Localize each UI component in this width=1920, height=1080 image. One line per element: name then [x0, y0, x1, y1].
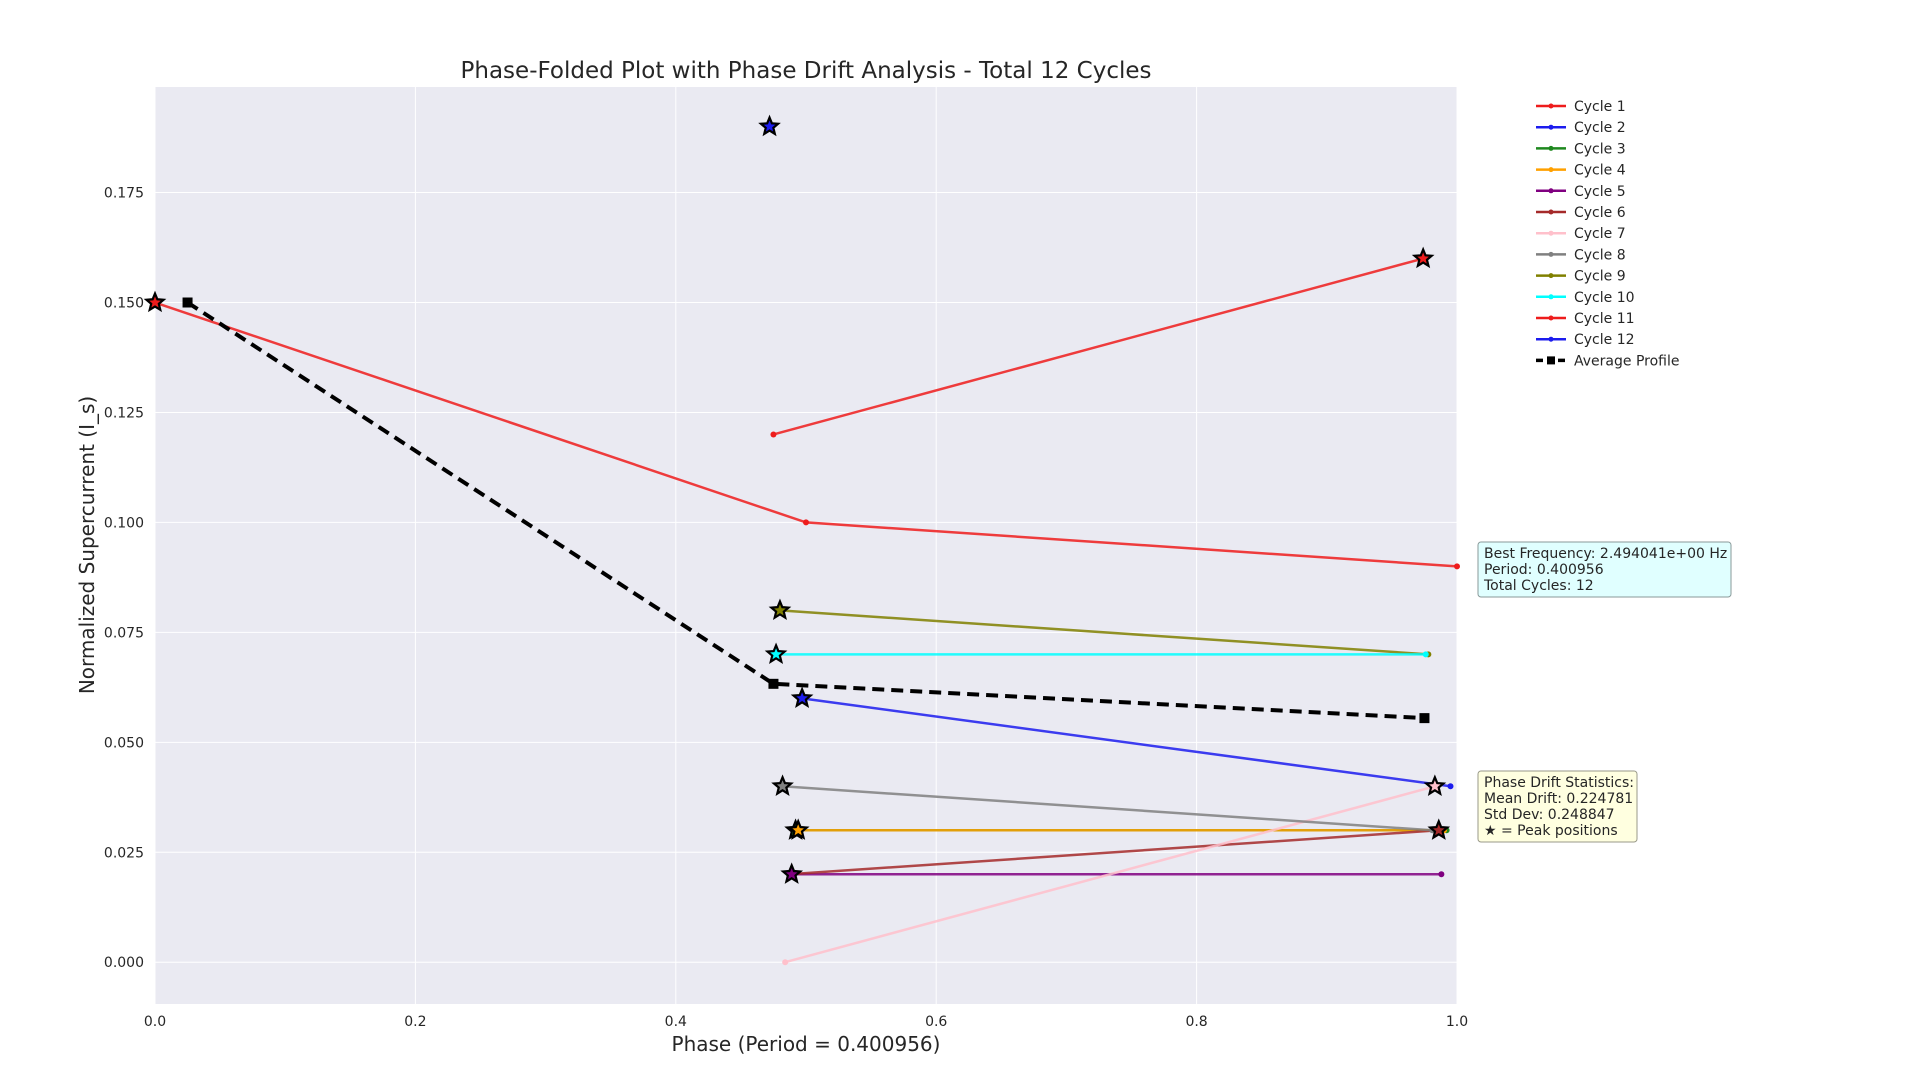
y-tick-label: 0.000: [104, 955, 144, 971]
legend-cycle-10-label: Cycle 10: [1574, 290, 1635, 306]
legend-cycle-9-marker: [1548, 273, 1554, 279]
legend-cycle-2-label: Cycle 2: [1574, 120, 1626, 136]
x-tick-label: 0.0: [144, 1014, 166, 1030]
info-box-frame: [1477, 541, 1732, 598]
legend-cycle-3-label: Cycle 3: [1574, 141, 1626, 157]
cycle-9-peak-star: [768, 598, 792, 621]
legend-cycle-3-marker: [1548, 145, 1554, 151]
legend-average-profile-marker: [1547, 356, 1555, 365]
legend-cycle-9-label: Cycle 9: [1574, 269, 1626, 285]
stats-box-frame: [1477, 770, 1638, 843]
x-tick-label: 0.8: [1185, 1014, 1207, 1030]
legend-cycle-11-marker: [1548, 315, 1554, 321]
legend-cycle-6-marker: [1548, 209, 1554, 215]
legend-average-profile-label: Average Profile: [1574, 353, 1679, 369]
legend-cycle-5-marker: [1548, 188, 1554, 194]
legend-cycle-5-label: Cycle 5: [1574, 184, 1626, 200]
cycle-11-line: [773, 257, 1424, 436]
x-axis-label: Phase (Period = 0.400956): [672, 1032, 941, 1056]
x-tick-label: 1.0: [1446, 1014, 1468, 1030]
cycle-11-peak-star: [1411, 246, 1435, 269]
average-profile-marker: [182, 297, 193, 308]
stats-box-peak-note: ★ = Peak positions: [1484, 823, 1618, 839]
y-tick-label: 0.050: [104, 735, 144, 751]
cycle-8-peak-star: [771, 774, 794, 796]
stats-box-std-dev: Std Dev: 0.248847: [1484, 807, 1615, 823]
stats-box-heading: Phase Drift Statistics:: [1484, 775, 1634, 791]
stats-box-mean-drift: Mean Drift: 0.224781: [1484, 791, 1633, 807]
x-tick-label: 0.4: [665, 1014, 687, 1030]
y-tick-labels: 0.000 0.025 0.050 0.075 0.100 0.125 0.150 0.175: [104, 186, 144, 972]
cycle-2-point: [1447, 783, 1454, 790]
cycle-2-peak-star: [790, 686, 814, 708]
legend-cycle-12-marker: [1548, 336, 1554, 342]
plot-area: [155, 87, 1457, 1004]
legend-cycle-7-marker: [1548, 230, 1554, 236]
cycle-2-line: [801, 697, 1451, 788]
legend-cycle-7-label: Cycle 7: [1574, 226, 1626, 242]
chart-title: Phase-Folded Plot with Phase Drift Analy…: [461, 58, 1152, 84]
average-profile-line: [182, 297, 1430, 724]
y-tick-label: 0.075: [104, 625, 144, 641]
peak-markers: [143, 114, 1451, 884]
legend-cycle-1-label: Cycle 1: [1574, 99, 1626, 115]
x-tick-label: 0.2: [404, 1014, 426, 1030]
cycle-10-point: [1422, 651, 1429, 658]
series-lines: [152, 123, 1460, 966]
cycle-10-peak-star: [764, 642, 788, 664]
y-tick-label: 0.150: [104, 296, 144, 312]
info-box-frequency: Best Frequency: 2.494041e+00 Hz: [1484, 546, 1727, 562]
info-box-period: Period: 0.400956: [1484, 562, 1604, 578]
stats-box: Phase Drift Statistics: Mean Drift: 0.22…: [1477, 770, 1638, 843]
y-tick-label: 0.125: [104, 405, 144, 421]
info-box-total-cycles: Total Cycles: 12: [1483, 578, 1594, 594]
cycle-7-peak-star: [1423, 774, 1447, 796]
legend-cycle-10-marker: [1548, 294, 1554, 300]
legend-cycle-2-marker: [1548, 124, 1554, 130]
legend-cycle-6-label: Cycle 6: [1574, 205, 1626, 221]
legend-cycle-11-label: Cycle 11: [1574, 311, 1635, 327]
legend-cycle-4-marker: [1548, 167, 1554, 173]
cycle-1-point: [803, 519, 809, 526]
cycle-8-line: [782, 785, 1433, 832]
legend-cycle-1-marker: [1548, 103, 1554, 109]
cycle-11-point: [770, 431, 777, 438]
cycle-4-peak-star: [786, 818, 810, 840]
average-profile-path: [186, 300, 1425, 721]
cycle-9-line: [779, 609, 1429, 656]
info-box: Best Frequency: 2.494041e+00 Hz Period: …: [1477, 541, 1732, 598]
x-tick-labels: 0.0 0.2 0.4 0.6 0.8 1.0: [144, 1014, 1468, 1030]
y-tick-label: 0.100: [104, 515, 144, 531]
legend: Cycle 1 Cycle 2 Cycle 3 Cycle 4 Cycle 5 Cycle…: [1536, 99, 1679, 369]
legend-cycle-4-label: Cycle 4: [1574, 163, 1626, 179]
y-tick-label: 0.175: [104, 186, 144, 202]
cycle-1-point: [1454, 563, 1460, 570]
cycle-7-line: [784, 785, 1436, 964]
cycle-5-point: [1438, 871, 1445, 878]
x-tick-label: 0.6: [925, 1014, 947, 1030]
average-profile-marker: [768, 678, 779, 689]
y-tick-label: 0.025: [104, 845, 144, 861]
cycle-7-point: [782, 959, 789, 966]
average-profile-marker: [1419, 713, 1430, 724]
cycle-1-peak-star: [143, 290, 167, 313]
legend-cycle-8-marker: [1548, 251, 1554, 257]
cycle-6-peak-star: [1427, 818, 1451, 840]
legend-cycle-12-label: Cycle 12: [1574, 332, 1635, 348]
cycle-6-line: [788, 829, 1439, 876]
cycle-12-peak-star: [758, 114, 781, 137]
cycle-5-peak-star: [780, 862, 804, 884]
y-axis-label: Normalized Supercurrent (I_s): [75, 396, 99, 694]
legend-cycle-8-label: Cycle 8: [1574, 247, 1626, 263]
